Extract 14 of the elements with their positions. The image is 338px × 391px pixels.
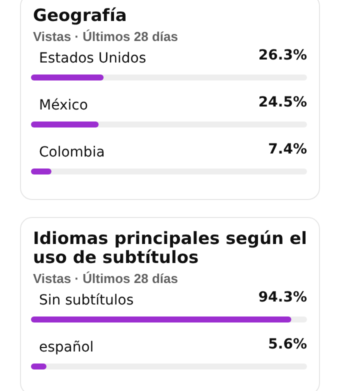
y-tick-label: Sin subtítulos xyxy=(39,292,134,308)
chart-title: Idiomas principales según el uso de subtítulos xyxy=(33,229,307,268)
chart-subtitle: Vistas · Últimos 28 días xyxy=(33,29,179,44)
data-label: 24.5% xyxy=(258,94,307,110)
chart-subtitle: Vistas · Últimos 28 días xyxy=(33,271,179,286)
chart-title: Geografía xyxy=(33,6,128,26)
y-tick-label: español xyxy=(39,340,94,356)
y-tick-label: Estados Unidos xyxy=(39,50,146,66)
data-label: 5.6% xyxy=(268,336,307,352)
data-label: 7.4% xyxy=(268,142,307,158)
y-tick-label: México xyxy=(39,98,88,114)
y-tick-label: Colombia xyxy=(39,144,105,160)
data-label: 94.3% xyxy=(258,290,307,306)
data-label: 26.3% xyxy=(258,48,307,64)
